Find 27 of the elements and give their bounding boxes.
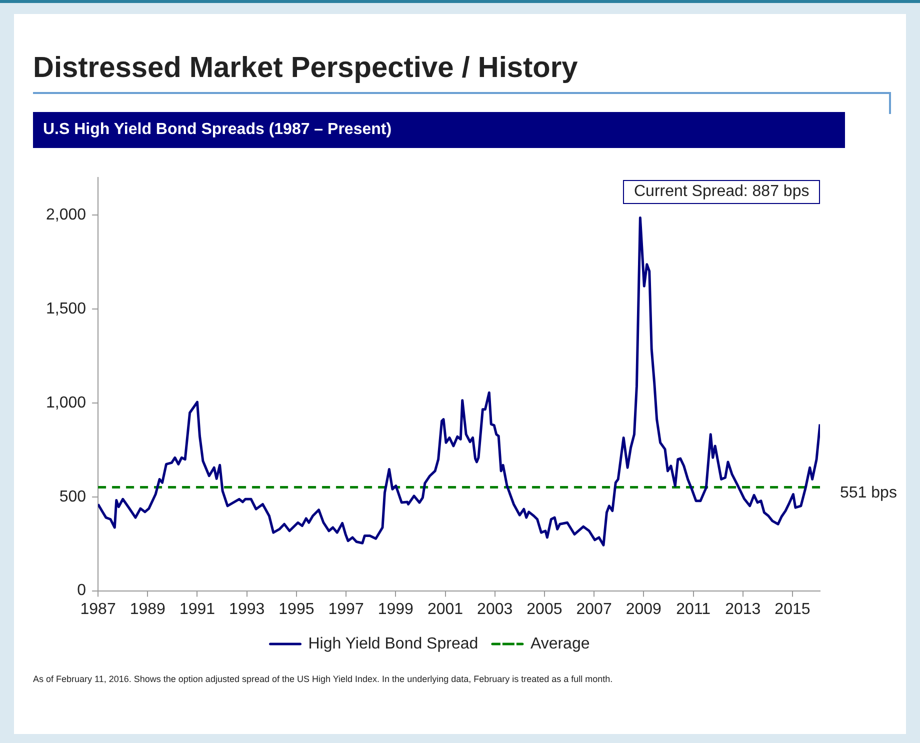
x-tick-label: 2015 <box>774 600 810 618</box>
x-tick-label: 2007 <box>576 600 612 618</box>
y-tick-label: 0 <box>77 582 86 600</box>
y-tick-label: 500 <box>59 488 86 506</box>
y-tick-label: 1,000 <box>46 394 86 412</box>
x-tick-label: 2013 <box>725 600 761 618</box>
chart-subtitle: U.S High Yield Bond Spreads (1987 – Present) <box>33 112 845 148</box>
x-tick-label: 2009 <box>626 600 662 618</box>
x-tick-label: 1995 <box>278 600 314 618</box>
x-tick-label: 2001 <box>427 600 464 618</box>
legend-label: Average <box>530 635 590 652</box>
text: As of February 11, 2016. Shows the option adjusted spread of the US High Yield Index. In the underlying data, February is treated as a full month. <box>33 674 614 685</box>
x-tick-label: 1989 <box>130 600 166 618</box>
x-tick-label: 1991 <box>179 600 216 618</box>
annotation: 551 bps <box>840 484 897 502</box>
x-tick-label: 1987 <box>80 600 116 618</box>
x-tick-label: 1999 <box>378 600 414 618</box>
chart-title: Distressed Market Perspective / History <box>33 52 578 85</box>
y-tick-label: 1,500 <box>46 300 86 318</box>
x-tick-label: 2005 <box>526 600 562 618</box>
x-tick-label: 1993 <box>229 600 265 618</box>
x-tick-label: 1997 <box>328 600 364 618</box>
x-tick-label: 2011 <box>676 600 711 618</box>
annotation: Current Spread: 887 bps <box>623 180 820 204</box>
x-tick-label: 2003 <box>477 600 513 618</box>
y-tick-label: 2,000 <box>46 206 86 224</box>
legend-label: High Yield Bond Spread <box>308 635 478 652</box>
